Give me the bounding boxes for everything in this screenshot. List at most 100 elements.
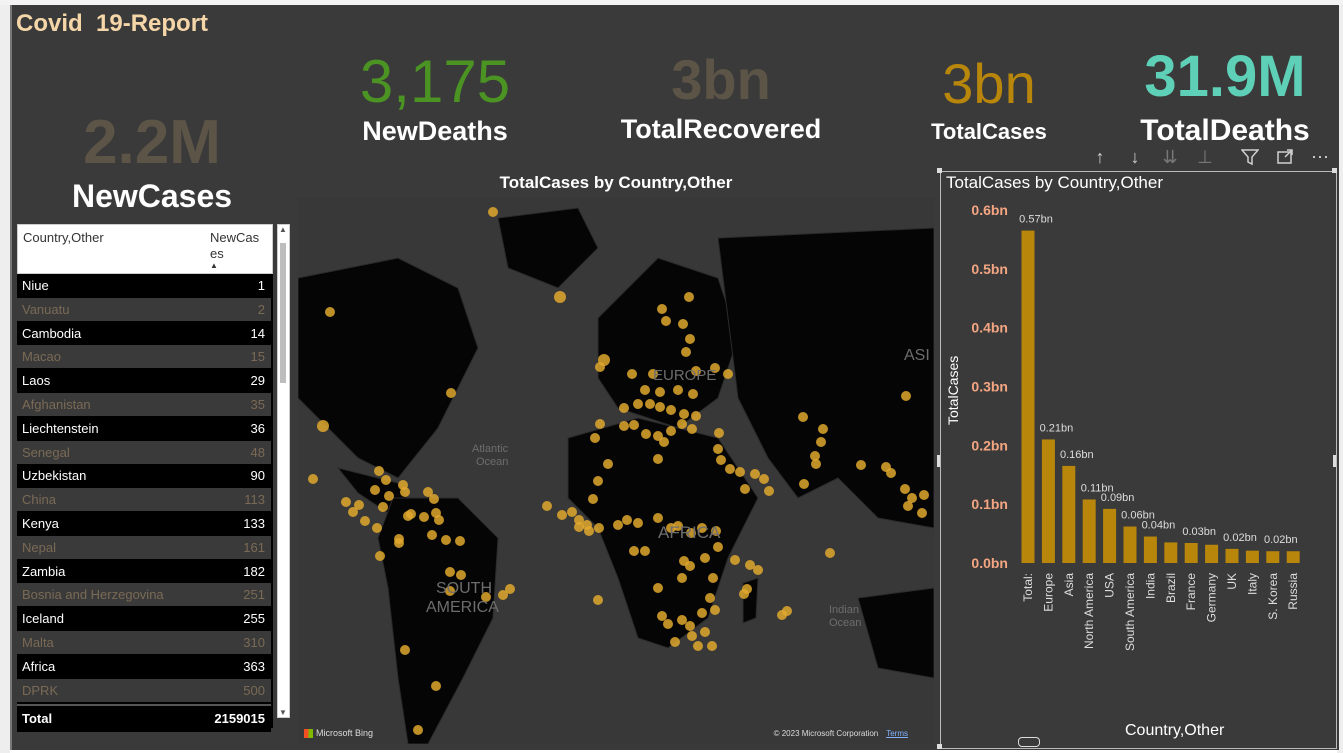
kpi-new-cases[interactable]: 2.2M NewCases <box>20 112 284 213</box>
map-bubble[interactable] <box>725 464 735 474</box>
map-bubble[interactable] <box>816 437 826 447</box>
map-bubble[interactable] <box>431 681 441 691</box>
scroll-down-icon[interactable]: ▼ <box>279 708 287 717</box>
map-bubble[interactable] <box>613 520 623 530</box>
bar-chart-card[interactable] <box>940 171 1337 749</box>
map-bubble[interactable] <box>745 560 755 570</box>
column-header-country[interactable]: Country,Other <box>23 230 104 245</box>
map-bubble[interactable] <box>687 631 697 641</box>
scroll-up-icon[interactable]: ▲ <box>279 225 287 234</box>
map-bubble[interactable] <box>753 565 763 575</box>
map-bubble[interactable] <box>723 369 733 379</box>
bar[interactable] <box>1082 499 1096 563</box>
map-bubble[interactable] <box>681 347 691 357</box>
map-bubble[interactable] <box>629 546 639 556</box>
map-bubble[interactable] <box>406 509 416 519</box>
map-bubble[interactable] <box>700 627 710 637</box>
map-bubble[interactable] <box>595 362 605 372</box>
table-row[interactable]: Iceland 255 <box>17 607 271 631</box>
map-bubble[interactable] <box>398 480 408 490</box>
map-bubble[interactable] <box>798 412 808 422</box>
map-bubble[interactable] <box>663 619 673 629</box>
map-bubble[interactable] <box>764 486 774 496</box>
map-bubble[interactable] <box>378 502 388 512</box>
map-bubble[interactable] <box>670 637 680 647</box>
bar[interactable] <box>1225 548 1239 563</box>
expand-hierarchy-icon[interactable]: ⊥ <box>1197 147 1213 167</box>
map-bubble[interactable] <box>707 641 717 651</box>
map-bubble[interactable] <box>750 469 760 479</box>
bar[interactable] <box>1184 542 1198 563</box>
map-bubble[interactable] <box>481 592 491 602</box>
map-bubble[interactable] <box>684 292 694 302</box>
map-bubble[interactable] <box>653 513 663 523</box>
map-bubble[interactable] <box>799 479 809 489</box>
map-bubble[interactable] <box>629 420 639 430</box>
map-bubble[interactable] <box>700 553 710 563</box>
map-bubble[interactable] <box>505 584 515 594</box>
map-bubble[interactable] <box>691 411 701 421</box>
map-bubble[interactable] <box>429 494 439 504</box>
bar[interactable] <box>1266 551 1280 563</box>
map-bubble[interactable] <box>686 528 696 538</box>
map-bubble[interactable] <box>856 460 866 470</box>
map-bubble[interactable] <box>811 459 821 469</box>
column-header-new-cases[interactable]: NewCases <box>210 230 260 262</box>
table-row[interactable]: Malta 310 <box>17 631 271 654</box>
resize-handle-bottom-left[interactable] <box>937 744 942 749</box>
map-bubble[interactable] <box>666 405 676 415</box>
map-bubble[interactable] <box>445 586 455 596</box>
resize-handle-left[interactable] <box>937 455 940 467</box>
map-bubble[interactable] <box>679 556 689 566</box>
table-row[interactable]: Senegal 48 <box>17 440 271 464</box>
table-row[interactable]: Uzbekistan 90 <box>17 464 271 488</box>
map-bubble[interactable] <box>714 428 724 438</box>
table-row[interactable]: Kenya 133 <box>17 512 271 535</box>
table-row[interactable]: Nepal 161 <box>17 535 271 559</box>
table-row[interactable]: China 113 <box>17 488 271 512</box>
table-row[interactable]: Cambodia 14 <box>17 321 271 345</box>
map-bubble[interactable] <box>710 363 720 373</box>
map-bubble[interactable] <box>818 424 828 434</box>
table-row[interactable]: Laos 29 <box>17 369 271 393</box>
bar[interactable] <box>1123 526 1137 563</box>
map-bubble[interactable] <box>907 493 917 503</box>
table-row[interactable]: Bosnia and Herzegovina 251 <box>17 583 271 607</box>
map-bubble[interactable] <box>567 507 577 517</box>
map-bubble[interactable] <box>372 523 382 533</box>
map-bubble[interactable] <box>677 419 687 429</box>
map-bubble[interactable] <box>685 621 695 631</box>
map-bubble[interactable] <box>455 536 465 546</box>
map-bubble[interactable] <box>488 207 498 217</box>
map-bubble[interactable] <box>619 421 629 431</box>
map-bubble[interactable] <box>657 304 667 314</box>
map-bubble[interactable] <box>666 426 676 436</box>
map-bubble[interactable] <box>557 510 567 520</box>
map-bubble[interactable] <box>903 501 913 511</box>
map-bubble[interactable] <box>673 385 683 395</box>
resize-handle-top-right[interactable] <box>1332 168 1337 173</box>
bar[interactable] <box>1245 550 1259 563</box>
resize-handle-top-left[interactable] <box>937 168 942 173</box>
table-row[interactable]: Liechtenstein 36 <box>17 416 271 440</box>
map-bubble[interactable] <box>661 316 671 326</box>
map-bubble[interactable] <box>691 366 701 376</box>
map-bubble[interactable] <box>348 507 358 517</box>
kpi-total-deaths[interactable]: 31.9M TotalDeaths <box>1118 48 1332 146</box>
map-bubble[interactable] <box>919 490 929 500</box>
map-bubble[interactable] <box>655 402 665 412</box>
map-bubble[interactable] <box>739 589 749 599</box>
map-bubble[interactable] <box>619 403 629 413</box>
arrow-up-icon[interactable]: ↑ <box>1095 147 1105 167</box>
table-row[interactable]: DPRK 500 <box>17 678 271 702</box>
table-row[interactable]: Macao 15 <box>17 345 271 369</box>
map-bubble[interactable] <box>456 570 466 580</box>
map-bubble[interactable] <box>886 468 896 478</box>
map-bubble[interactable] <box>375 551 385 561</box>
map-bubble[interactable] <box>308 474 318 484</box>
map-bubble[interactable] <box>693 641 703 651</box>
map-bubble[interactable] <box>825 548 835 558</box>
map-terms-link[interactable]: Terms <box>886 729 908 738</box>
bar[interactable] <box>1041 439 1055 563</box>
map-bubble[interactable] <box>434 515 444 525</box>
